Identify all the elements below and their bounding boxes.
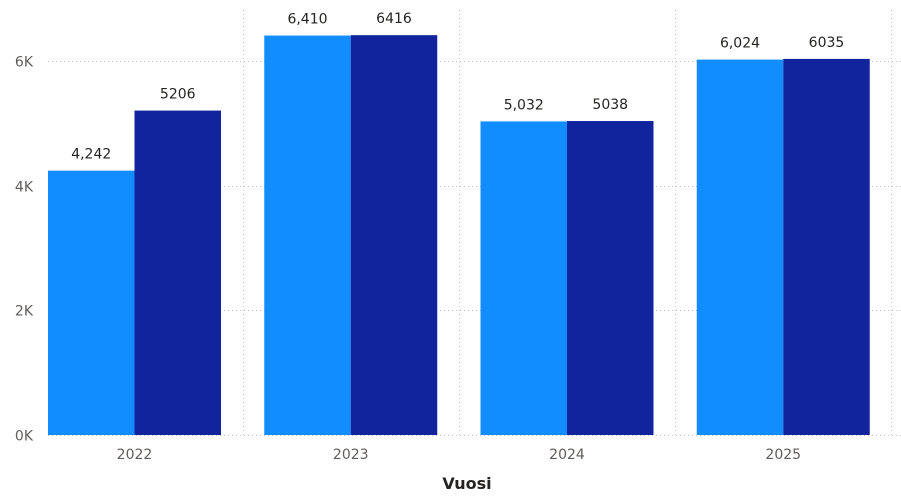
bar: [350, 35, 438, 435]
bar: [567, 121, 654, 435]
x-tick-label: 2023: [333, 447, 369, 463]
bar: [134, 110, 221, 435]
data-labels: 4,242 5206 6,410 6416 5,032 5038 6,024 6035: [71, 11, 844, 162]
bar: [264, 35, 351, 436]
x-axis: 2022 2023 2024 2025: [117, 447, 801, 463]
data-label: 6,410: [287, 12, 327, 28]
gridlines: [48, 10, 901, 436]
bar: [480, 121, 567, 435]
data-label: 5,032: [504, 97, 544, 113]
x-tick-label: 2025: [765, 447, 801, 463]
bar: [48, 170, 135, 435]
y-tick-label: 2K: [15, 304, 34, 320]
x-axis-title: Vuosi: [442, 474, 491, 493]
y-tick-label: 6K: [15, 55, 34, 71]
bars: [48, 35, 870, 436]
data-label: 6,024: [720, 36, 760, 52]
data-label: 5206: [160, 87, 196, 103]
y-tick-label: 0K: [15, 429, 34, 445]
x-tick-label: 2024: [549, 447, 585, 463]
data-label: 4,242: [71, 147, 111, 163]
y-axis: 0K 2K 4K 6K: [15, 55, 34, 445]
bar: [783, 58, 870, 436]
data-label: 6416: [376, 11, 412, 27]
data-label: 5038: [592, 97, 628, 113]
y-tick-label: 4K: [15, 180, 34, 196]
data-label: 6035: [809, 35, 845, 51]
x-tick-label: 2022: [117, 447, 153, 463]
bar: [696, 59, 784, 435]
